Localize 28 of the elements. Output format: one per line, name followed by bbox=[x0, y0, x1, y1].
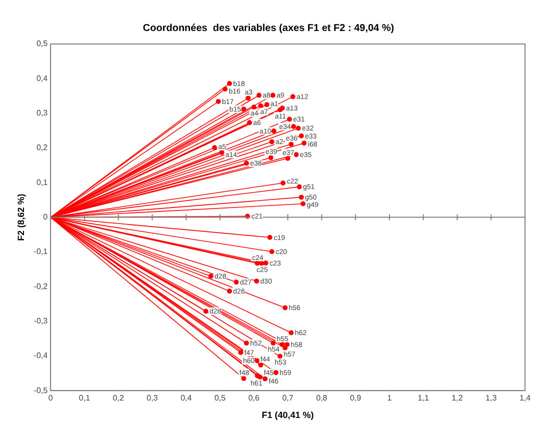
y-tick-label: 0,5 bbox=[36, 39, 48, 48]
x-tick-label: 1,4 bbox=[519, 394, 532, 403]
x-tick-label: 0,3 bbox=[146, 394, 158, 403]
x-tick-label: 0,8 bbox=[316, 394, 328, 403]
y-tick-label: 0,4 bbox=[36, 74, 48, 83]
y-tick-label: 0,3 bbox=[36, 108, 48, 118]
y-tick-label: -0,2 bbox=[34, 282, 48, 291]
y-tick-label: 0,1 bbox=[36, 178, 48, 187]
chart-title: Coordonnées des variables (axes F1 et F2 : 49,04 %) bbox=[142, 22, 394, 34]
x-tick-label: 0,5 bbox=[214, 394, 226, 403]
y-tick-label: 0,2 bbox=[36, 143, 48, 152]
y-tick-label: 0 bbox=[43, 212, 48, 222]
x-tick-label: 0,2 bbox=[112, 394, 124, 403]
y-axis-title: F2 (8,62 %) bbox=[16, 194, 26, 241]
x-tick-label: 0,9 bbox=[350, 394, 362, 403]
x-tick-label: 1,1 bbox=[418, 394, 430, 403]
y-tick-label: -0,4 bbox=[34, 351, 48, 360]
x-tick-label: 1,3 bbox=[486, 394, 498, 403]
y-tick-label: -0,5 bbox=[34, 386, 48, 395]
x-tick-label: 0,1 bbox=[78, 394, 91, 403]
x-tick-label: 1,2 bbox=[452, 394, 464, 403]
x-tick-label: 0,7 bbox=[282, 394, 294, 403]
x-tick-label: 1 bbox=[387, 394, 392, 403]
y-tick-label: -0,1 bbox=[34, 247, 48, 256]
y-tick-label: -0,3 bbox=[34, 316, 48, 326]
x-tick-label: 0,4 bbox=[180, 394, 192, 403]
x-tick-label: 0,6 bbox=[248, 394, 260, 403]
x-axis-title: F1 (40,41 %) bbox=[262, 410, 314, 420]
